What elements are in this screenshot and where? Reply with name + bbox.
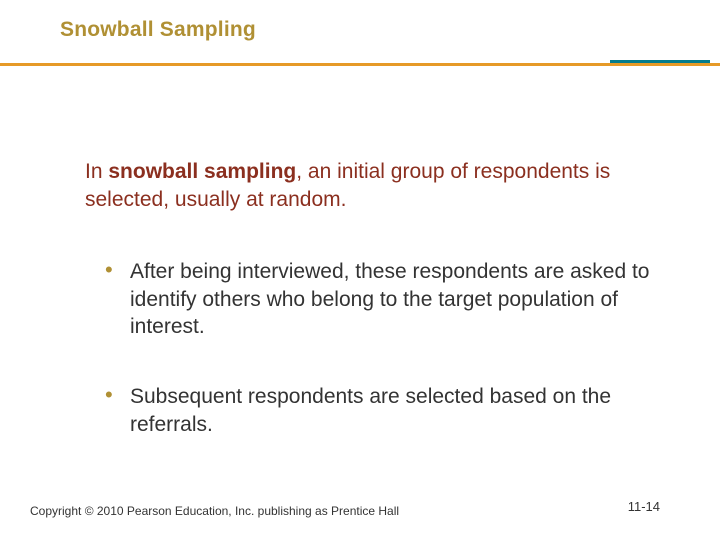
intro-lead: In bbox=[85, 160, 108, 183]
copyright-text: Copyright © 2010 Pearson Education, Inc.… bbox=[30, 504, 399, 518]
page-number: 11-14 bbox=[628, 499, 660, 514]
bullet-list: After being interviewed, these responden… bbox=[105, 258, 650, 481]
bullet-item: Subsequent respondents are selected base… bbox=[105, 383, 650, 438]
slide-title: Snowball Sampling bbox=[60, 18, 256, 42]
intro-paragraph: In snowball sampling, an initial group o… bbox=[85, 158, 635, 215]
rule-orange bbox=[0, 63, 720, 66]
intro-term: snowball sampling bbox=[108, 160, 296, 183]
slide: Snowball Sampling In snowball sampling, … bbox=[0, 0, 720, 540]
bullet-item: After being interviewed, these responden… bbox=[105, 258, 650, 341]
